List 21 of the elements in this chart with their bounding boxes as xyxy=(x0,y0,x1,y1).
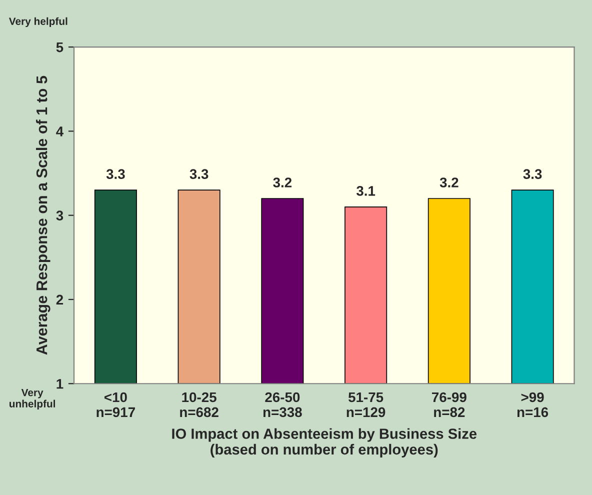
text: Very unhelpful xyxy=(10,388,56,410)
data-label: 3.2 xyxy=(440,178,458,188)
data-label: 3.3 xyxy=(190,169,208,180)
x-tick-label: 76-99 n=82 xyxy=(432,392,466,418)
x-tick-label: 51-75 n=129 xyxy=(346,392,386,418)
x-axis-title: IO Impact on Absenteeism by Business Size (based on number of employees) xyxy=(172,428,477,458)
y-tick-label: 5 xyxy=(56,42,64,52)
y-tick-label: 3 xyxy=(56,210,64,221)
data-label: 3.2 xyxy=(273,178,292,188)
text: Very helpful xyxy=(8,17,68,28)
data-label: 3.3 xyxy=(106,169,125,180)
y-tick-label: 1 xyxy=(56,379,64,389)
y-tick-label: 2 xyxy=(56,294,64,305)
x-tick-label: 10-25 n=682 xyxy=(180,392,218,418)
y-tick-label: 4 xyxy=(56,126,64,136)
x-tick-label: >99 n=16 xyxy=(517,392,548,418)
data-label: 3.1 xyxy=(356,186,376,196)
x-tick-label: <10 n=917 xyxy=(96,392,135,418)
data-label: 3.3 xyxy=(523,169,542,180)
x-tick-label: 26-50 n=338 xyxy=(263,392,302,418)
y-axis-title: Average Response on a Scale of 1 to 5 xyxy=(36,76,50,355)
